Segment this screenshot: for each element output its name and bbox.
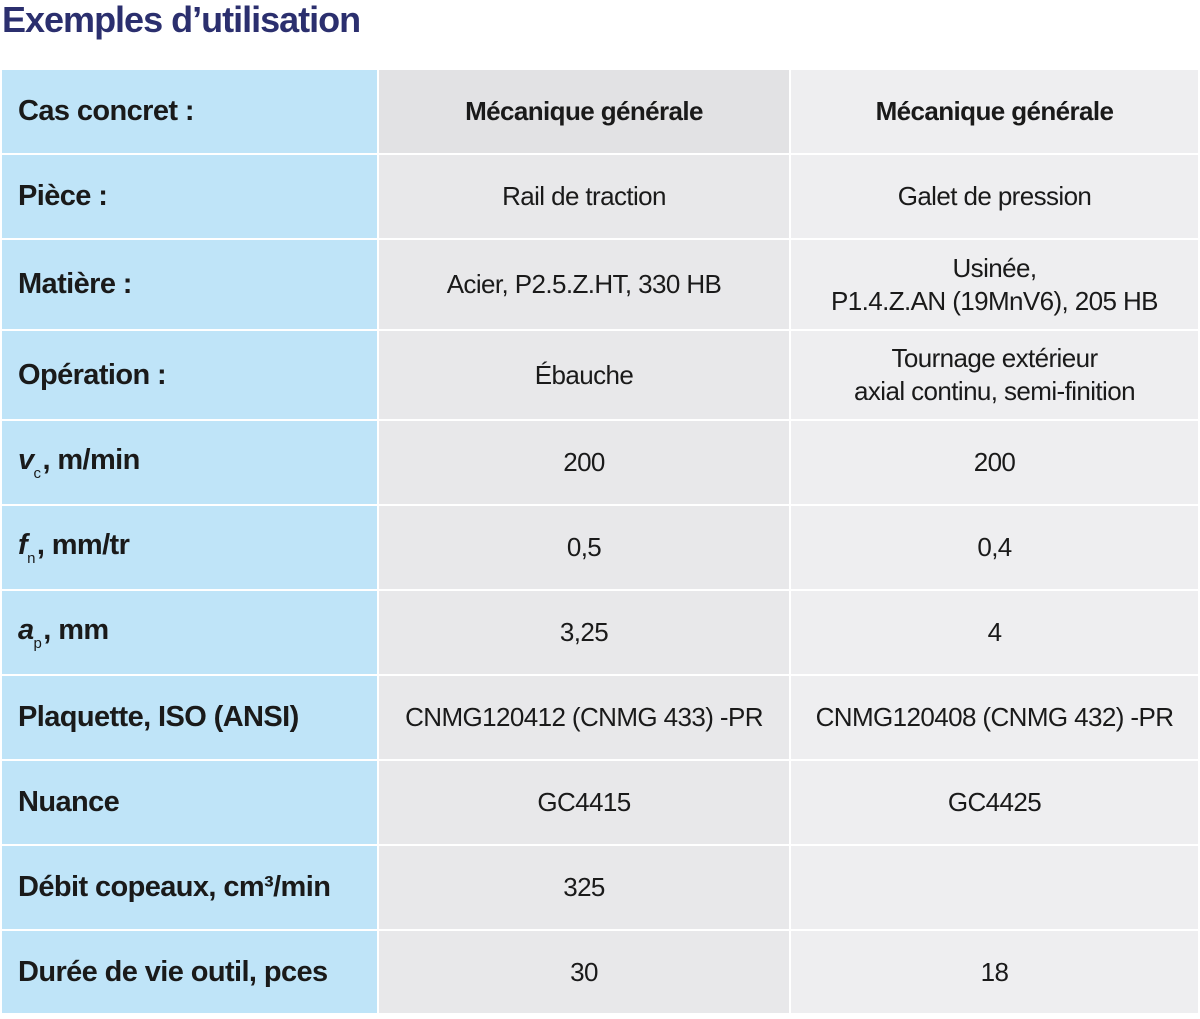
- cell: 4: [791, 591, 1198, 674]
- row-label: Pièce :: [2, 155, 377, 238]
- subscript: n: [27, 550, 35, 567]
- title: Exemples d’utilisation: [2, 0, 361, 40]
- row-label: Matière :: [2, 240, 377, 329]
- label-text: , mm/tr: [36, 529, 130, 561]
- cell: GC4415: [379, 761, 789, 844]
- cell: Ébauche: [379, 331, 789, 419]
- symbol: f: [18, 529, 28, 561]
- cell: 325: [379, 846, 789, 929]
- row-label: Plaquette, ISO (ANSI): [2, 676, 377, 759]
- cell: GC4425: [791, 761, 1198, 844]
- cell: 0,4: [791, 506, 1198, 589]
- label-text: , mm: [43, 614, 109, 646]
- cell: Usinée, P1.4.Z.AN (19MnV6), 205 HB: [791, 240, 1198, 329]
- cell: Tournage extérieur axial continu, semi-f…: [791, 331, 1198, 419]
- label-text: , m/min: [42, 444, 140, 476]
- cell: CNMG120408 (CNMG 432) -PR: [791, 676, 1198, 759]
- symbol: a: [18, 614, 34, 646]
- row-label: ap, mm: [2, 591, 377, 674]
- column-header: Mécanique générale: [791, 70, 1198, 153]
- subscript: c: [33, 465, 41, 482]
- cell: Galet de pression: [791, 155, 1198, 238]
- row-label: Cas concret :: [2, 70, 377, 153]
- cell: Acier, P2.5.Z.HT, 330 HB: [379, 240, 789, 329]
- cell: 0,5: [379, 506, 789, 589]
- symbol: v: [18, 444, 34, 476]
- row-label: vc, m/min: [2, 421, 377, 504]
- row-label: Durée de vie outil, pces: [2, 931, 377, 1013]
- cell: 200: [791, 421, 1198, 504]
- subscript: p: [33, 635, 42, 652]
- table: Cas concret : Mécanique générale Mécanique…: [2, 70, 1198, 1013]
- cell: Rail de traction: [379, 155, 789, 238]
- row-label: Nuance: [2, 761, 377, 844]
- column-header: Mécanique générale: [379, 70, 789, 153]
- cell: 3,25: [379, 591, 789, 674]
- row-label: Opération :: [2, 331, 377, 419]
- empty-cell: [791, 846, 1198, 929]
- row-label: fn, mm/tr: [2, 506, 377, 589]
- row-label: Débit copeaux, cm³/min: [2, 846, 377, 929]
- cell: 30: [379, 931, 789, 1013]
- cell: 18: [791, 931, 1198, 1013]
- cell: CNMG120412 (CNMG 433) -PR: [379, 676, 789, 759]
- cell: 200: [379, 421, 789, 504]
